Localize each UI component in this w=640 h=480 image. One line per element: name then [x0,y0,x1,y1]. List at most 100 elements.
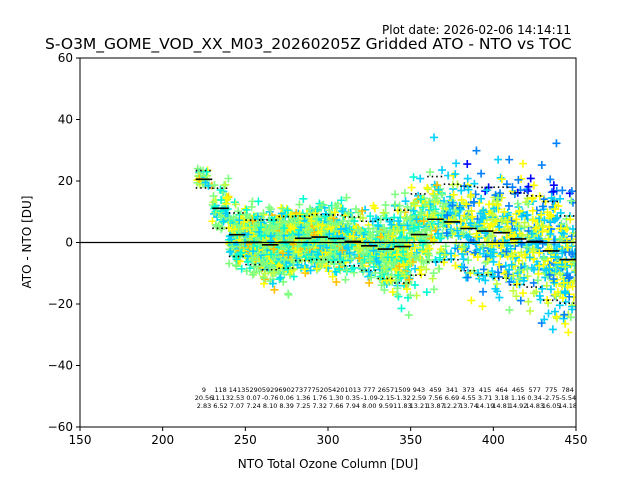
scatter-point [257,232,266,241]
scatter-point [268,279,277,288]
scatter-point [268,263,277,272]
scatter-point [193,164,202,173]
stat-table-cell: -2.75 [543,394,560,402]
scatter-point [225,214,234,223]
scatter-point [424,185,433,194]
stat-table-cell: 14.19 [476,402,495,410]
scatter-point [338,257,347,266]
scatter-point [380,223,389,232]
scatter-point [404,311,413,320]
scatter-point [527,229,536,238]
stat-table-cell: 7.24 [246,402,260,410]
scatter-point [364,267,373,276]
scatter-point [228,242,237,251]
scatter-point [473,253,482,262]
stat-table-cell: 2657 [378,386,395,394]
scatter-point [489,272,498,281]
scatter-point [344,219,353,228]
stat-table-cell: 5929 [262,386,279,394]
scatter-point [249,247,258,256]
scatter-point [235,242,244,251]
scatter-point [464,233,473,242]
scatter-point [403,213,412,222]
scatter-point [355,254,364,263]
scatter-point [436,234,445,243]
scatter-point [247,202,256,211]
scatter-point [243,210,252,219]
scatter-point [560,310,569,319]
scatter-point [568,257,576,266]
scatter-point [509,271,518,280]
stat-table-cell: 775 [545,386,557,394]
scatter-point [391,190,400,199]
y-axis-label: ATO - NTO [DU] [20,196,34,289]
scatter-point [495,260,504,269]
scatter-point [284,289,293,298]
scatter-point [415,265,424,274]
scatter-point [287,255,296,264]
scatter-point [493,201,502,210]
scatter-point [520,218,529,227]
scatter-point [546,217,555,226]
scatter-point [304,243,313,252]
y-tick-label: −20 [48,297,73,311]
scatter-point [388,288,397,297]
scatter-point [459,255,468,264]
scatter-point [552,139,561,148]
scatter-point [449,216,458,225]
scatter-point [417,270,426,279]
scatter-point [568,282,576,291]
scatter-point [529,230,538,239]
scatter-point [546,285,555,294]
stat-table-cell: 2.59 [412,394,426,402]
scatter-point [535,248,544,257]
scatter-point [526,174,535,183]
stat-table-cell: 14.81 [492,402,511,410]
scatter-point [321,248,330,257]
stat-table-cell: 1509 [394,386,411,394]
scatter-point [234,207,243,216]
scatter-point [471,248,480,257]
scatter-point [467,296,476,305]
scatter-point [523,272,532,281]
scatter-point [259,258,268,267]
scatter-point [441,242,450,251]
scatter-point [270,268,279,277]
scatter-point [259,209,268,218]
scatter-point [559,278,568,287]
scatter-point [383,253,392,262]
scatter-point [353,246,362,255]
scatter-point [464,256,473,265]
scatter-point [514,175,523,184]
scatter-point [471,239,480,248]
scatter-point [265,225,274,234]
scatter-point [202,167,211,176]
scatter-point [514,221,523,230]
scatter-point [256,223,265,232]
scatter-point [486,221,495,230]
scatter-point [545,264,554,273]
scatter-point [448,201,457,210]
scatter-point [512,292,521,301]
stat-table-cell: 2.53 [230,394,244,402]
scatter-point [277,229,285,238]
scatter-point [438,202,447,211]
scatter-point [457,195,466,204]
scatter-point [280,224,289,233]
scatter-point [369,246,378,255]
scatter-point [293,242,302,251]
stat-table-cell: 777 [363,386,375,394]
scatter-point [560,287,569,296]
scatter-point [358,206,367,215]
scatter-point [443,211,452,220]
scatter-point [405,252,414,261]
scatter-point [492,197,501,206]
x-axis-label: NTO Total Ozone Column [DU] [238,457,418,471]
scatter-point [331,219,340,228]
scatter-point [409,206,418,215]
x-tick-label: 300 [317,433,340,447]
scatter-point [552,292,561,301]
scatter-point [495,222,504,231]
scatter-point [542,281,551,290]
stat-table-cell: 2.83 [197,402,211,410]
